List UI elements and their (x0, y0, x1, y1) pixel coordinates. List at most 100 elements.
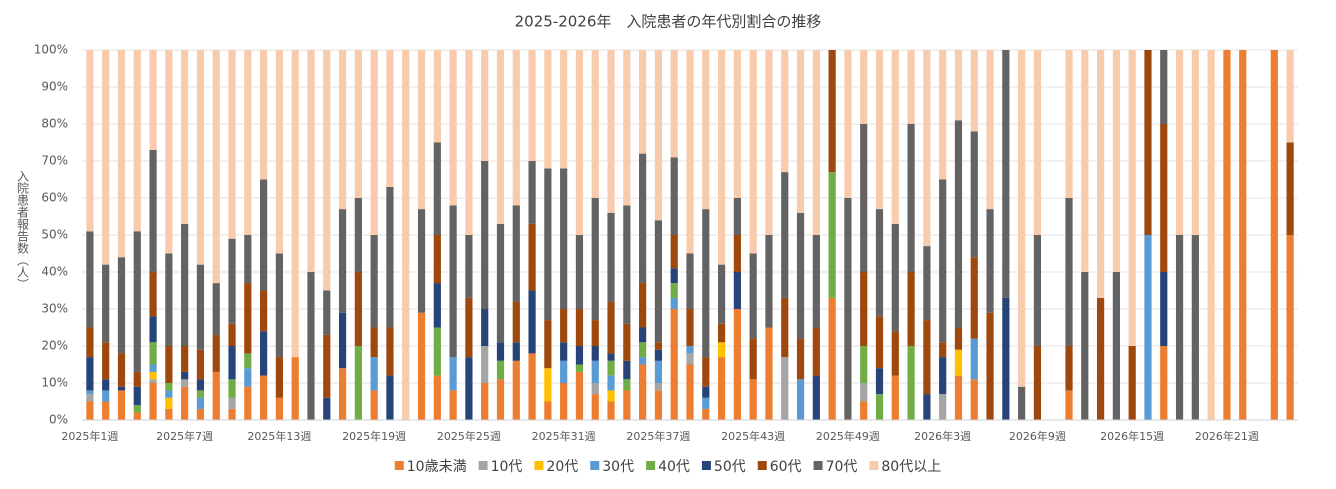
bar-segment (1065, 346, 1073, 391)
bar-segment (102, 264, 110, 343)
bar-segment (133, 50, 141, 232)
bar-segment (749, 338, 757, 380)
bar-segment (449, 357, 457, 391)
y-tick-label: 90% (41, 80, 68, 94)
bar-segment (86, 50, 94, 232)
bar-segment (196, 349, 205, 380)
bar-segment (796, 212, 805, 339)
bar-segment (228, 379, 236, 398)
bar-segment (323, 334, 331, 398)
bar-segment (212, 371, 220, 420)
bar-segment (607, 401, 615, 420)
bar-segment (212, 50, 220, 284)
bar-segment (781, 50, 789, 173)
bar-segment (670, 50, 678, 158)
bar-segment (1239, 50, 1247, 420)
bar-segment (465, 357, 473, 420)
bar-segment (1286, 235, 1294, 420)
bar-segment (165, 408, 173, 420)
bar-segment (386, 375, 394, 420)
bar-segment (986, 209, 994, 313)
bar-segment (670, 297, 678, 309)
bar-segment (496, 379, 505, 420)
bar-segment (260, 50, 268, 180)
bar-segment (749, 253, 757, 339)
bar-segment (149, 342, 157, 365)
bar-segment (781, 357, 789, 420)
bar-segment (591, 346, 599, 361)
bar-segment (244, 50, 252, 235)
bar-segment (891, 223, 899, 332)
bar-segment (117, 50, 126, 258)
bar-segment (939, 357, 947, 395)
bar-segment (181, 371, 189, 380)
legend-swatch (590, 461, 600, 470)
x-tick-label: 2025年25週 (437, 429, 501, 443)
bar-segment (670, 268, 678, 284)
bar-segment (133, 386, 141, 406)
bar-segment (575, 235, 584, 309)
bar-segment (749, 379, 757, 420)
bar-segment (1160, 346, 1168, 420)
x-tick-label: 2025年7週 (156, 429, 213, 443)
y-tick-label: 60% (41, 191, 68, 205)
bar-segment (370, 390, 378, 420)
bar-segment (1144, 235, 1152, 420)
bar-segment (149, 379, 157, 383)
bar-segment (749, 50, 757, 254)
bar-segment (1191, 235, 1199, 420)
bar-segment (560, 360, 568, 383)
bar-segment (544, 50, 552, 169)
bar-segment (528, 223, 536, 291)
bar-segment (654, 50, 663, 221)
legend-label: 10代 (491, 459, 523, 475)
bar-segment (102, 50, 110, 265)
bar-segment (1065, 390, 1073, 420)
bar-segment (591, 383, 599, 395)
bar-segment (86, 394, 94, 402)
bar-segment (481, 309, 489, 346)
bar-segment (765, 235, 773, 328)
bar-segment (133, 371, 141, 387)
x-tick-label: 2025年31週 (532, 429, 596, 443)
bar-segment (970, 50, 978, 132)
bar-segment (733, 235, 741, 272)
bar-segment (149, 364, 157, 372)
bar-segment (686, 364, 694, 420)
bar-segment (560, 168, 568, 309)
legend-label: 70代 (826, 459, 858, 475)
bar-segment (607, 353, 615, 361)
bar-segment (1128, 346, 1136, 420)
bar-segment (907, 50, 915, 124)
y-tick-label: 70% (41, 154, 68, 168)
bar-segment (228, 50, 236, 239)
bar-segment (686, 353, 694, 365)
legend-label: 10歳未満 (407, 459, 467, 475)
bar-segment (591, 320, 599, 346)
bar-segment (544, 320, 552, 369)
bar-segment (607, 212, 615, 302)
bar-segment (117, 390, 126, 420)
bar-segment (354, 272, 362, 346)
bar-segment (181, 379, 189, 387)
bar-segment (939, 179, 947, 343)
bar-segment (1065, 50, 1073, 198)
bar-segment (686, 309, 694, 346)
bar-segment (481, 161, 489, 309)
bar-segment (717, 50, 726, 265)
bar-segment (954, 120, 963, 328)
bar-segment (386, 186, 394, 328)
legend-swatch (869, 461, 879, 470)
bar-segment (654, 342, 663, 350)
bar-segment (1112, 50, 1120, 272)
bar-segment (481, 50, 489, 161)
bar-segment (1144, 50, 1152, 235)
bar-segment (607, 390, 615, 402)
bar-segment (512, 205, 520, 302)
bar-segment (370, 50, 378, 235)
bar-segment (181, 223, 189, 346)
bar-segment (623, 390, 631, 420)
legend-label: 80代以上 (881, 459, 941, 475)
bar-segment (939, 50, 947, 180)
